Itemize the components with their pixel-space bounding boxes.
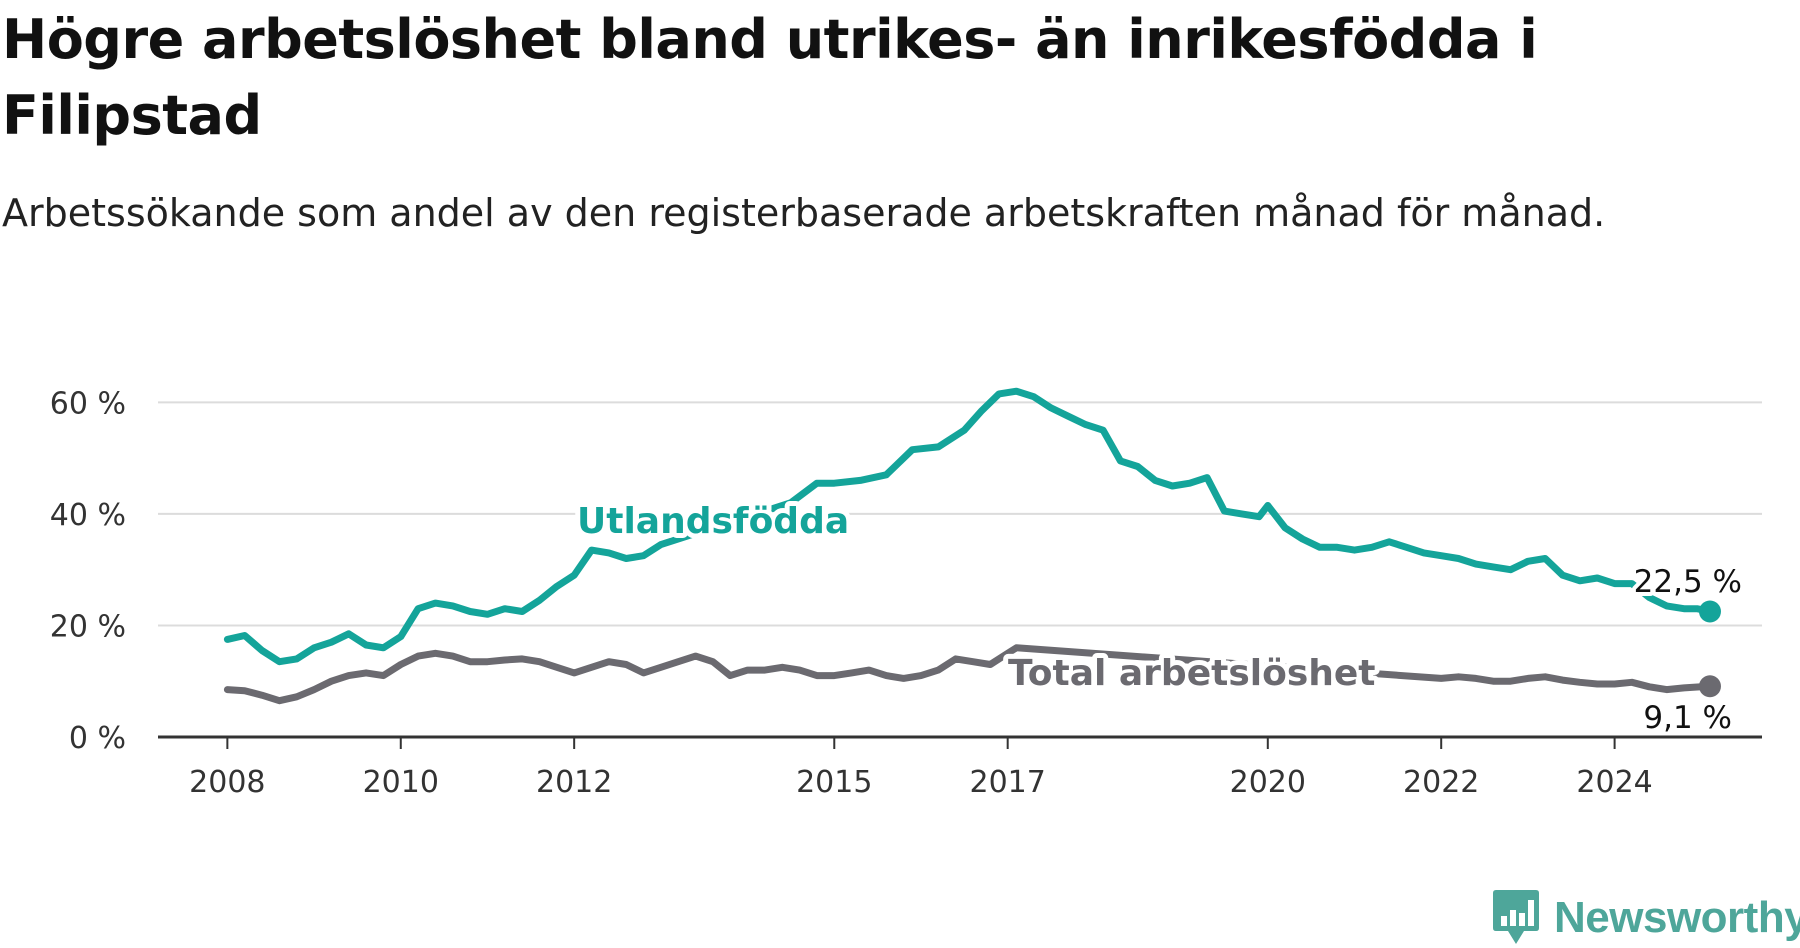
end-label-utlandsfodda: 22,5 % (1634, 564, 1742, 600)
series-line-utlandsfodda (223, 387, 1714, 666)
series-label-utlandsfodda: Utlandsfödda (577, 501, 849, 542)
series-lines (223, 387, 1714, 705)
y-axis-ticks: 0 % 20 % 40 % 60 % (50, 386, 126, 756)
bar-chart-logo-icon (1493, 890, 1539, 944)
y-tick-label: 60 % (50, 386, 126, 421)
y-tick-label: 20 % (50, 609, 126, 644)
x-tick-label: 2008 (189, 765, 265, 800)
gridlines (158, 401, 1762, 627)
end-markers: 22,5 % 9,1 % (1630, 560, 1746, 740)
series-labels: Utlandsfödda Total arbetslöshet (572, 496, 1381, 699)
x-tick-label: 2020 (1230, 765, 1306, 800)
series-line-total (223, 644, 1714, 705)
series-label-total: Total arbetslöshet (1008, 653, 1376, 694)
x-tick-label: 2024 (1576, 765, 1652, 800)
x-axis-ticks: 2008 2010 2012 2015 2017 2020 2022 2024 (189, 737, 1653, 800)
brand-name: Newsworthy (1554, 893, 1800, 942)
y-tick-label: 40 % (50, 498, 126, 533)
x-tick-label: 2010 (363, 765, 439, 800)
x-tick-label: 2015 (796, 765, 872, 800)
x-tick-label: 2012 (536, 765, 612, 800)
x-tick-label: 2022 (1403, 765, 1479, 800)
chart-subtitle: Arbetssökande som andel av den registerb… (2, 191, 1606, 235)
newsworthy-brand: Newsworthy (1492, 888, 1800, 948)
end-dot-utlandsfodda (1698, 600, 1721, 623)
y-tick-label: 0 % (69, 721, 126, 756)
x-tick-label: 2017 (970, 765, 1046, 800)
end-dot-total (1698, 675, 1721, 698)
end-label-total: 9,1 % (1643, 700, 1732, 736)
chart-title: Högre arbetslöshet bland utrikes- än inr… (2, 8, 1538, 147)
